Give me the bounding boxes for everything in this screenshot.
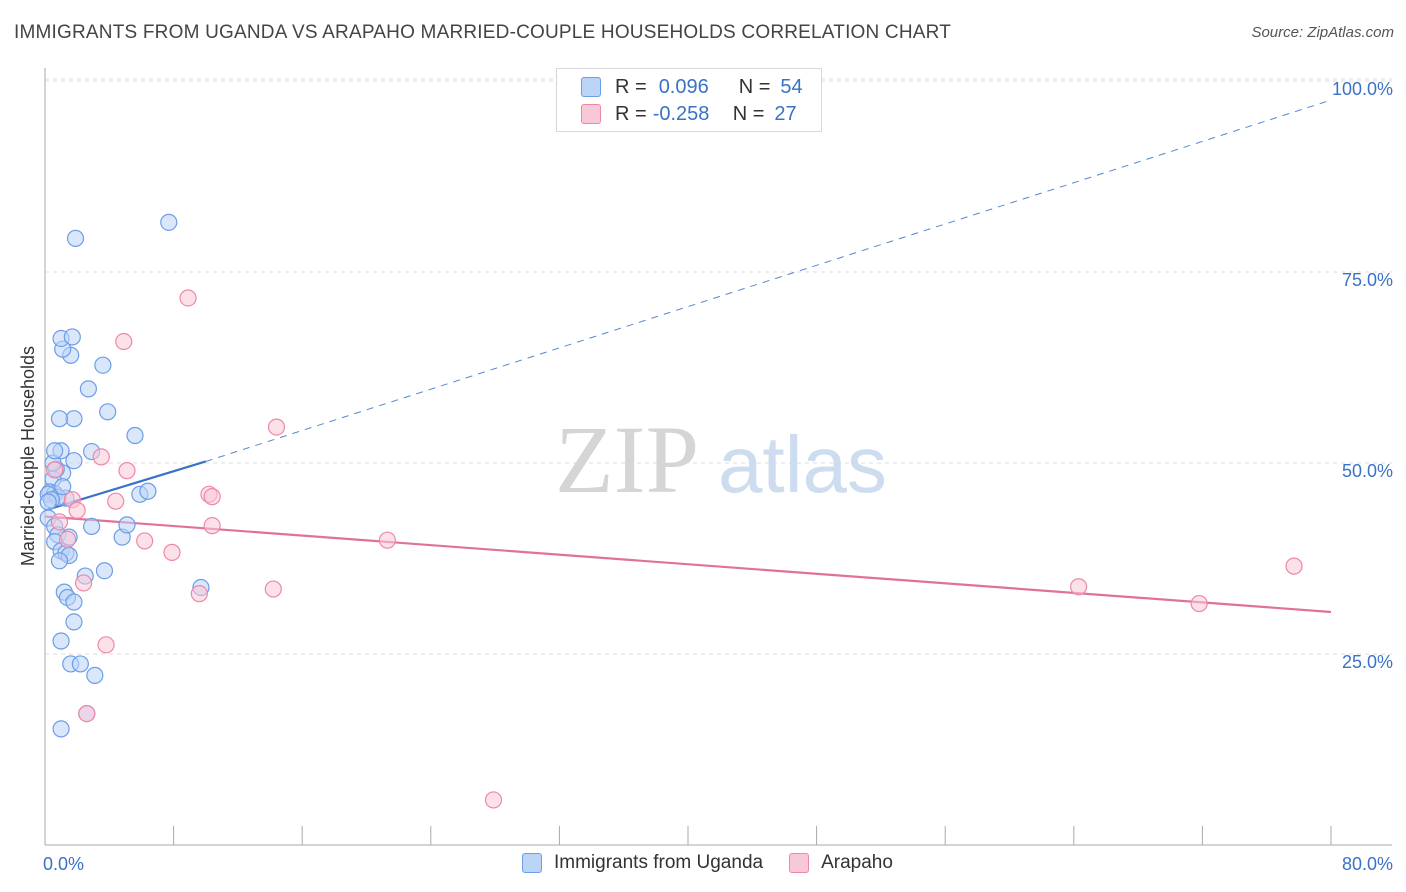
- point-uganda: [83, 517, 101, 536]
- point-arapaho: [1070, 578, 1088, 596]
- x-tick-label: 80.0%: [1342, 854, 1393, 874]
- point-arapaho: [267, 418, 286, 436]
- point-uganda: [79, 380, 98, 398]
- point-arapaho: [118, 462, 136, 480]
- y-axis-label: Married-couple Households: [18, 346, 38, 566]
- legend-item-uganda[interactable]: Immigrants from Uganda: [522, 852, 763, 874]
- legend-n-value-arapaho: 27: [774, 102, 797, 125]
- point-uganda: [71, 655, 89, 673]
- legend-swatch-arapaho: [581, 104, 601, 124]
- y-tick-label: 75.0%: [1342, 270, 1393, 290]
- point-arapaho: [46, 461, 64, 479]
- legend-row-arapaho: R = -0.258 N = 27: [581, 102, 797, 126]
- legend-label-arapaho: Arapaho: [821, 852, 893, 873]
- trend-line-arapaho: [44, 515, 1332, 614]
- legend-r-value-uganda: 0.096: [658, 75, 709, 98]
- point-arapaho: [203, 488, 221, 506]
- legend-r-label: R =: [615, 102, 647, 125]
- source-label: Source: ZipAtlas.com: [1251, 24, 1394, 41]
- trend-line-uganda-extended: [205, 99, 1332, 462]
- point-arapaho: [107, 492, 125, 510]
- point-uganda: [139, 482, 157, 500]
- point-uganda: [66, 229, 85, 247]
- watermark-zip: ZIP: [555, 406, 699, 513]
- legend-row-uganda: R = 0.096 N = 54: [581, 75, 803, 99]
- point-uganda: [160, 213, 178, 231]
- point-uganda: [118, 516, 136, 534]
- correlation-legend: R = 0.096 N = 54 R = -0.258 N = 27: [556, 68, 822, 132]
- legend-swatch-uganda: [581, 77, 601, 97]
- point-arapaho: [58, 530, 77, 549]
- point-arapaho: [92, 448, 110, 466]
- series-legend: Immigrants from Uganda Arapaho: [522, 852, 919, 874]
- point-uganda: [52, 632, 70, 650]
- gridlines: [45, 78, 1392, 655]
- point-arapaho: [50, 513, 69, 531]
- point-uganda: [63, 328, 81, 346]
- axes: [44, 68, 1392, 846]
- point-arapaho: [484, 791, 503, 809]
- legend-swatch-uganda: [522, 853, 542, 873]
- point-arapaho: [1285, 557, 1303, 575]
- trend-lines: [44, 99, 1332, 614]
- point-uganda: [39, 493, 57, 511]
- point-arapaho: [115, 332, 133, 351]
- point-arapaho: [203, 517, 221, 535]
- legend-item-arapaho[interactable]: Arapaho: [789, 852, 893, 874]
- point-uganda: [95, 562, 114, 580]
- point-uganda: [99, 403, 117, 421]
- y-tick-label: 25.0%: [1342, 652, 1393, 672]
- point-uganda: [50, 552, 69, 570]
- point-uganda: [46, 442, 64, 460]
- legend-n-value-uganda: 54: [780, 75, 803, 98]
- point-uganda: [65, 410, 83, 428]
- chart-title: IMMIGRANTS FROM UGANDA VS ARAPAHO MARRIE…: [14, 22, 952, 43]
- point-arapaho: [74, 574, 93, 592]
- point-arapaho: [1190, 594, 1208, 613]
- watermark-atlas: atlas: [718, 420, 887, 509]
- point-uganda: [94, 356, 112, 374]
- point-arapaho: [97, 636, 115, 654]
- point-uganda: [65, 593, 83, 611]
- point-uganda: [54, 478, 72, 496]
- x-tick-label: 0.0%: [43, 854, 84, 874]
- legend-r-label: R =: [615, 75, 647, 98]
- point-arapaho: [68, 501, 86, 519]
- y-tick-label: 100.0%: [1332, 79, 1393, 99]
- point-arapaho: [264, 580, 282, 598]
- point-arapaho: [179, 289, 197, 307]
- legend-n-label: N =: [732, 102, 765, 125]
- point-arapaho: [190, 585, 208, 603]
- y-tick-label: 50.0%: [1342, 461, 1393, 481]
- point-uganda: [65, 613, 83, 631]
- point-arapaho: [136, 532, 154, 550]
- watermark: ZIP atlas: [555, 406, 887, 513]
- legend-swatch-arapaho: [789, 853, 810, 873]
- point-uganda: [50, 410, 69, 428]
- legend-label-uganda: Immigrants from Uganda: [554, 852, 764, 873]
- data-points: [39, 213, 1303, 809]
- point-arapaho: [78, 704, 96, 723]
- tick-labels: 25.0% 50.0% 75.0% 100.0% 0.0% 80.0%: [43, 79, 1393, 874]
- point-uganda: [126, 426, 144, 445]
- point-arapaho: [378, 531, 396, 549]
- point-uganda: [65, 452, 83, 470]
- point-uganda: [86, 666, 104, 684]
- point-arapaho: [163, 543, 181, 561]
- legend-r-value-arapaho: -0.258: [652, 102, 710, 125]
- point-uganda: [52, 720, 70, 738]
- legend-n-label: N =: [738, 75, 771, 98]
